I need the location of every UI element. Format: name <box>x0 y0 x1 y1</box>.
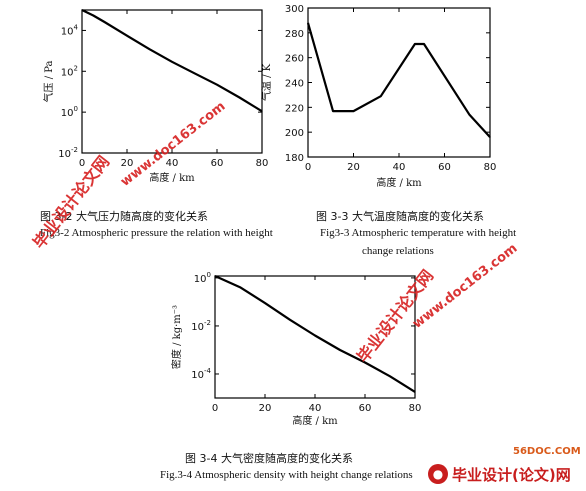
data-point <box>339 349 341 351</box>
x-tick-label: 40 <box>166 158 179 169</box>
data-point <box>214 275 216 277</box>
x-tick-label: 0 <box>212 403 218 414</box>
x-tick-label: 60 <box>359 403 372 414</box>
x-axis-title: 高度 / km <box>376 176 422 189</box>
badge-site-text: 56DOC.COM <box>513 446 581 457</box>
y-axis-title: 气压 / Pa <box>42 60 55 102</box>
y-axis-title: 气温 / K <box>260 63 273 101</box>
data-point <box>126 35 128 37</box>
data-point <box>352 110 355 112</box>
data-point <box>380 95 382 97</box>
x-tick-label: 20 <box>347 162 360 173</box>
data-point <box>414 391 416 393</box>
y-tick-label: 180 <box>285 153 304 164</box>
data-point <box>171 61 173 63</box>
x-tick-label: 80 <box>409 403 422 414</box>
data-point <box>468 114 471 116</box>
x-axis-title: 高度 / km <box>149 171 195 184</box>
chart-2: 0 20 40 60 80 300 280 260 240 220 200 180 高度 / km 气温 … <box>260 4 496 189</box>
series-line <box>81 9 263 113</box>
y-tick-label: 102 <box>61 64 78 78</box>
data-point <box>289 319 291 321</box>
y-tick-label: 100 <box>61 105 78 119</box>
y-tick-label: 10-4 <box>191 367 211 381</box>
data-point <box>216 84 218 86</box>
badge-logo-icon: ● <box>428 464 448 484</box>
y-tick-label: 280 <box>285 29 304 40</box>
caption-en-fig-3-2: Fig3-2 Atmospheric pressure the relation… <box>40 227 273 239</box>
data-point <box>148 48 151 50</box>
x-tick-label: 20 <box>259 403 272 414</box>
data-point <box>414 43 416 45</box>
site-badge: ● 毕业设计(论文)网 <box>428 462 584 486</box>
caption-zh-fig-3-2: 图 3-2 大气压力随高度的变化关系 <box>40 210 208 223</box>
x-tick-label: 80 <box>256 158 269 169</box>
caption-zh-fig-3-4: 图 3-4 大气密度随高度的变化关系 <box>185 452 353 465</box>
x-axis-title: 高度 / km <box>292 414 338 427</box>
chart-3: 0 20 40 60 80 100 10-2 10-4 高度 / km 密度 / kg·m⁻³ <box>170 271 421 427</box>
series-line <box>306 22 491 138</box>
data-point <box>264 302 266 304</box>
data-point <box>314 334 316 337</box>
x-tick-label: 20 <box>121 158 134 169</box>
data-point <box>307 22 309 24</box>
data-point <box>261 110 263 112</box>
data-point <box>81 9 83 11</box>
caption-zh-fig-3-3: 图 3-3 大气温度随高度的变化关系 <box>316 210 484 223</box>
x-tick-label: 60 <box>438 162 451 173</box>
y-tick-label: 10-2 <box>191 319 211 333</box>
data-point <box>193 72 196 74</box>
x-tick-label: 80 <box>484 162 497 173</box>
chart-1: 0 20 40 60 80 104 102 100 10-2 高度 / km 气压 / Pa <box>42 9 268 184</box>
data-point <box>389 375 391 377</box>
y-tick-label: 104 <box>61 23 79 37</box>
caption-en-fig-3-4: Fig.3-4 Atmospheric density with height … <box>160 469 413 481</box>
x-tick-label: 40 <box>393 162 406 173</box>
y-tick-label: 240 <box>285 79 304 90</box>
data-point <box>423 43 425 45</box>
caption-en-fig-3-3-line1: Fig3-3 Atmospheric temperature with heig… <box>320 227 517 239</box>
caption-en-fig-3-3-line2: change relations <box>362 245 434 257</box>
data-point <box>238 96 241 99</box>
y-axis-title: 密度 / kg·m⁻³ <box>170 305 183 369</box>
badge-text: 毕业设计(论文)网 <box>452 465 571 484</box>
y-tick-label: 260 <box>285 54 304 65</box>
data-point <box>364 361 366 364</box>
y-tick-label: 220 <box>285 103 304 114</box>
plot-frame <box>307 7 491 158</box>
data-point <box>103 21 106 23</box>
x-tick-label: 0 <box>79 158 85 169</box>
y-tick-label: 200 <box>285 128 304 139</box>
y-tick-label: 10-2 <box>58 146 78 160</box>
x-tick-label: 60 <box>211 158 224 169</box>
data-point <box>332 110 334 112</box>
x-tick-label: 40 <box>309 403 322 414</box>
data-point <box>489 136 491 138</box>
plot-frame <box>81 9 263 154</box>
data-point <box>92 14 94 17</box>
y-tick-label: 300 <box>285 4 304 15</box>
y-tick-label: 100 <box>194 271 211 285</box>
x-tick-label: 0 <box>305 162 311 173</box>
data-point <box>239 286 241 288</box>
